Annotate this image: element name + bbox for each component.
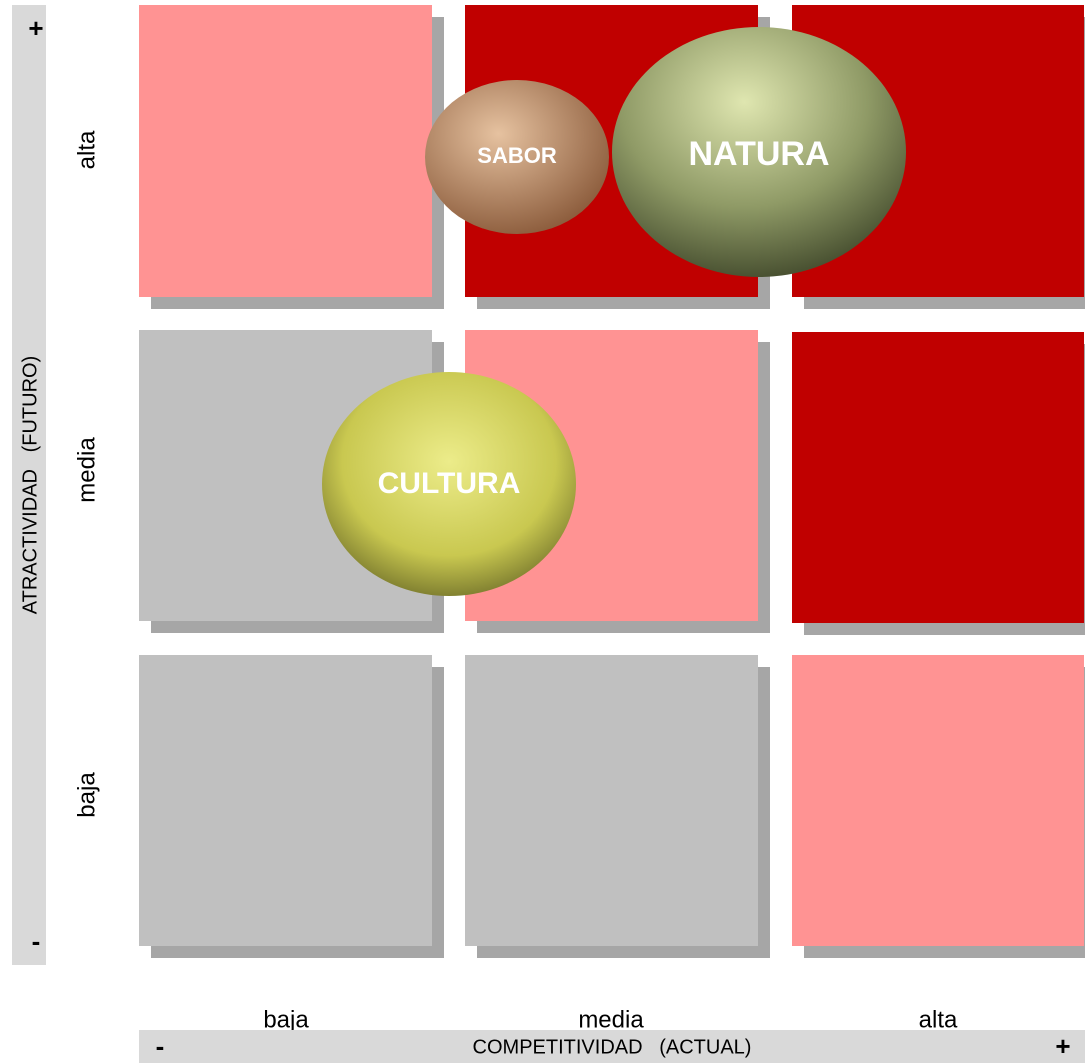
bubble [322,372,576,596]
x-minus: - [156,1031,165,1061]
x-axis-bar [139,1030,1085,1063]
cells [139,5,1084,946]
bubble-label: SABOR [477,143,557,168]
y-level: baja [73,772,100,818]
x-level: media [578,1006,644,1033]
bubble [425,80,609,234]
y-axis-title: ATRACTIVIDAD (FUTURO) [19,356,41,615]
x-plus: + [1055,1031,1070,1061]
bubble-label: NATURA [688,135,829,173]
y-level: alta [73,130,100,169]
x-axis-title: COMPETITIVIDAD (ACTUAL) [473,1036,752,1058]
y-plus: + [28,13,43,43]
bubble-label: CULTURA [378,467,521,500]
y-minus: - [32,926,41,956]
x-level: baja [263,1006,309,1033]
x-level: alta [919,1006,958,1033]
y-axis-bar [12,5,46,965]
bubble [612,27,906,277]
y-level: media [73,437,100,503]
